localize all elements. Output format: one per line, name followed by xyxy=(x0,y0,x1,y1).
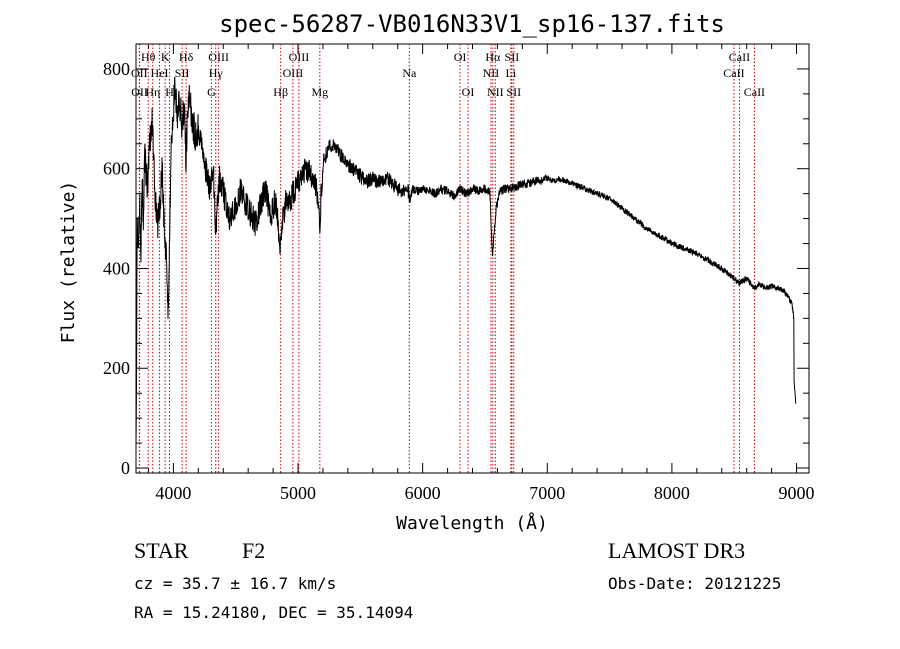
x-tick-label: 6000 xyxy=(405,483,441,503)
line-label: Hη xyxy=(145,85,160,99)
line-label: OIII xyxy=(289,50,310,64)
survey-label: LAMOST DR3 xyxy=(608,538,746,563)
line-label: Hβ xyxy=(273,85,288,99)
line-label: OIII xyxy=(283,66,304,80)
chart-title: spec-56287-VB016N33V1_sp16-137.fits xyxy=(219,10,725,38)
coordinates-readout: RA = 15.24180, DEC = 35.14094 xyxy=(134,603,414,622)
line-label: G xyxy=(207,85,216,99)
emission-line-markers xyxy=(138,44,755,473)
line-label: Li xyxy=(506,66,517,80)
line-label: SII xyxy=(175,66,190,80)
line-label: Hα xyxy=(485,50,501,64)
x-tick-label: 9000 xyxy=(779,483,815,503)
line-label: NII xyxy=(483,66,500,80)
line-label: OII xyxy=(131,85,148,99)
y-tick-label: 600 xyxy=(103,159,130,179)
line-label: OI xyxy=(462,85,475,99)
x-tick-label: 4000 xyxy=(155,483,191,503)
line-label: K xyxy=(161,50,170,64)
y-tick-label: 0 xyxy=(121,458,130,478)
line-label: SII xyxy=(506,85,521,99)
spectrum-line xyxy=(135,76,797,446)
y-tick-label: 200 xyxy=(103,358,130,378)
line-label: CaII xyxy=(744,85,765,99)
line-label: OIII xyxy=(208,50,229,64)
obs-date: Obs-Date: 20121225 xyxy=(608,574,782,593)
emission-line-labels: Hθ K Hδ OIII OIII OI Hα SII CaII OII HeI SII Hγ OIII N… xyxy=(131,50,765,99)
line-label: NII xyxy=(487,85,504,99)
line-label: Hγ xyxy=(209,66,224,80)
x-tick-label: 5000 xyxy=(280,483,316,503)
line-label: Mg xyxy=(311,85,328,99)
line-label: CaII xyxy=(723,66,744,80)
line-label: OII xyxy=(131,66,148,80)
line-label: OI xyxy=(454,50,467,64)
object-subclass: F2 xyxy=(242,538,266,563)
spectrum-chart: Hθ K Hδ OIII OIII OI Hα SII CaII OII HeI SII Hγ OIII N… xyxy=(58,10,815,534)
line-label: H xyxy=(165,85,174,99)
y-axis-label: Flux (relative) xyxy=(58,181,79,344)
line-label: CaII xyxy=(729,50,750,64)
x-tick-label: 7000 xyxy=(529,483,565,503)
axis-ticks xyxy=(136,43,809,473)
line-label: SII xyxy=(505,50,520,64)
x-tick-labels: 4000 5000 6000 7000 8000 9000 xyxy=(155,483,814,503)
line-label: HeI xyxy=(151,66,169,80)
y-tick-labels: 0 200 400 600 800 xyxy=(103,59,130,478)
velocity-readout: cz = 35.7 ± 16.7 km/s xyxy=(134,574,337,593)
line-label: Na xyxy=(402,66,417,80)
object-class: STAR xyxy=(134,538,189,563)
line-label: Hθ xyxy=(141,50,156,64)
x-axis-label: Wavelength (Å) xyxy=(396,512,548,534)
y-tick-label: 400 xyxy=(103,258,130,278)
y-tick-label: 800 xyxy=(103,59,130,79)
line-label: Hδ xyxy=(179,50,194,64)
x-tick-label: 8000 xyxy=(654,483,690,503)
